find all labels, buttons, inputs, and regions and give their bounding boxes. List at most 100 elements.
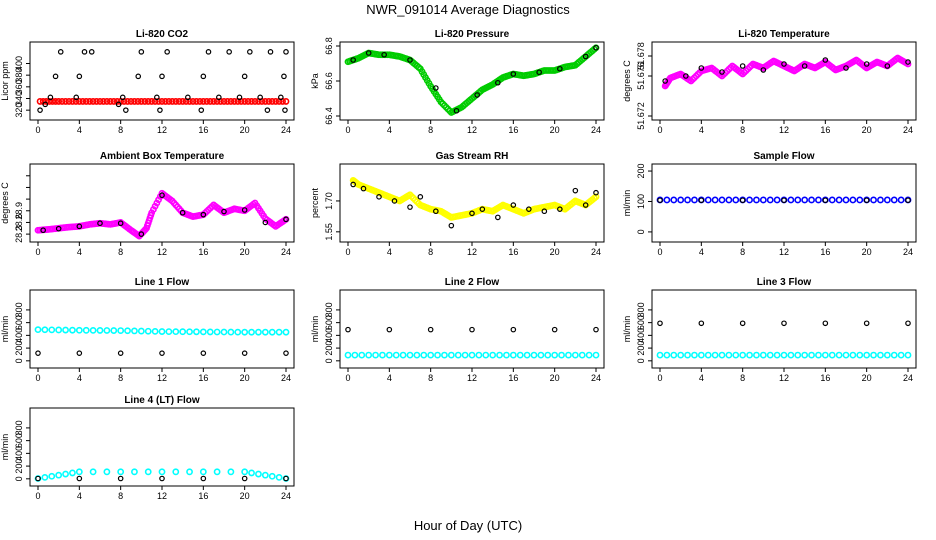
data-point xyxy=(766,351,774,359)
panel-title: Li-820 Temperature xyxy=(738,29,830,40)
data-point xyxy=(822,197,829,204)
data-point xyxy=(760,67,767,73)
data-point xyxy=(801,351,809,359)
data-point xyxy=(381,51,387,58)
data-point xyxy=(41,326,49,334)
data-point xyxy=(172,98,180,105)
data-point xyxy=(345,326,351,333)
data-point xyxy=(138,231,145,237)
x-tick-label: 20 xyxy=(862,373,872,383)
panel-line3: Line 3 Flow ml/min 0 4 8 12 16 20 24 0 20040060080… xyxy=(622,277,917,383)
data-point xyxy=(141,98,149,105)
data-point xyxy=(551,351,559,359)
x-tick-label: 24 xyxy=(591,247,601,257)
data-point xyxy=(794,196,802,204)
data-point xyxy=(203,98,211,105)
data-point xyxy=(890,351,898,359)
x-tick-label: 16 xyxy=(198,247,208,257)
data-point xyxy=(175,98,183,105)
data-point xyxy=(582,202,589,208)
series-cyan xyxy=(34,326,290,336)
data-point xyxy=(544,351,552,359)
y-tick-label: 800 xyxy=(14,302,24,317)
data-point xyxy=(863,351,871,359)
data-point xyxy=(822,57,829,63)
data-point xyxy=(541,208,548,215)
data-point xyxy=(904,60,912,68)
data-point xyxy=(55,471,63,479)
x-tick-label: 0 xyxy=(657,247,662,257)
data-point xyxy=(168,98,176,105)
y-tick-label: 200 xyxy=(14,341,24,356)
data-point xyxy=(241,475,248,482)
y-tick-label: 400 xyxy=(14,56,24,71)
data-point xyxy=(227,468,235,476)
data-point xyxy=(433,85,439,91)
panel-title: Ambient Box Temperature xyxy=(100,151,225,162)
data-point xyxy=(572,187,579,194)
data-point xyxy=(282,107,288,113)
data-point xyxy=(407,57,413,63)
y-tick-label: 800 xyxy=(324,302,334,317)
data-point xyxy=(234,328,242,336)
data-point xyxy=(251,98,259,105)
data-point xyxy=(557,206,563,212)
y-tick-label: 28.6 xyxy=(14,214,24,232)
data-point xyxy=(739,197,746,204)
y-tick-label: 400 xyxy=(636,328,646,343)
series-black xyxy=(657,320,911,327)
data-point xyxy=(113,98,121,105)
data-point xyxy=(509,351,517,359)
data-point xyxy=(870,351,877,359)
data-point xyxy=(117,468,125,476)
data-point xyxy=(144,98,152,105)
data-point xyxy=(154,94,160,101)
data-point xyxy=(117,475,124,482)
data-point xyxy=(62,98,69,105)
data-point xyxy=(268,472,276,480)
panel-title: Line 4 (LT) Flow xyxy=(124,395,200,406)
data-point xyxy=(379,351,386,359)
data-point xyxy=(392,351,400,359)
x-tick-label: 12 xyxy=(467,373,477,383)
data-point xyxy=(593,44,599,51)
data-point xyxy=(65,98,73,105)
data-point xyxy=(193,98,200,105)
y-axis-label: degrees C xyxy=(622,60,632,102)
data-point xyxy=(718,196,726,204)
series-black xyxy=(35,475,289,482)
figure-x-label: Hour of Day (UTC) xyxy=(414,518,522,533)
x-tick-label: 4 xyxy=(387,373,392,383)
data-point xyxy=(89,468,97,476)
data-point xyxy=(434,351,441,359)
data-point xyxy=(592,193,600,201)
data-point xyxy=(115,101,122,108)
x-tick-label: 8 xyxy=(428,125,433,135)
data-point xyxy=(746,351,753,359)
data-point xyxy=(220,98,228,105)
data-point xyxy=(100,98,107,105)
data-point xyxy=(89,326,97,334)
y-tick-label: 200 xyxy=(636,164,646,179)
y-tick-label: 380 xyxy=(14,68,24,83)
x-tick-label: 20 xyxy=(550,247,560,257)
data-point xyxy=(75,326,83,334)
data-point xyxy=(159,475,165,482)
data-point xyxy=(138,49,145,55)
data-point xyxy=(808,351,815,359)
data-point xyxy=(162,98,169,105)
data-point xyxy=(801,196,809,204)
panel-licor_temp: Li-820 Temperature degrees C 0 4 8 12 16 20 24 51… xyxy=(622,29,917,135)
data-point xyxy=(36,98,44,105)
data-point xyxy=(268,328,276,336)
data-point xyxy=(746,196,753,204)
y-axis-label: ml/min xyxy=(310,316,320,343)
data-point xyxy=(172,468,180,476)
data-point xyxy=(283,350,289,356)
data-point xyxy=(261,471,269,479)
series-cal xyxy=(40,192,289,237)
data-point xyxy=(124,327,131,335)
data-point xyxy=(571,351,579,359)
series-cyan xyxy=(344,351,600,359)
